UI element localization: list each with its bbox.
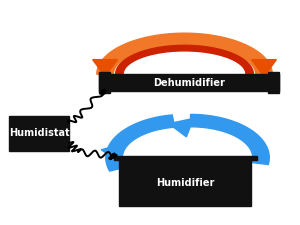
Polygon shape (252, 60, 276, 76)
Bar (9, 116, 69, 151)
Polygon shape (97, 33, 272, 74)
Bar (114, 156, 256, 160)
Bar (99, 72, 110, 93)
Polygon shape (190, 115, 269, 164)
Bar (118, 159, 250, 206)
Polygon shape (116, 45, 254, 79)
Text: Dehumidifier: Dehumidifier (153, 78, 225, 88)
Polygon shape (101, 143, 124, 162)
Polygon shape (169, 118, 194, 137)
Bar (268, 72, 279, 93)
Text: Humidistat: Humidistat (9, 128, 69, 138)
Polygon shape (93, 60, 117, 76)
Polygon shape (106, 115, 175, 171)
Bar (99, 74, 279, 91)
Text: Humidifier: Humidifier (156, 178, 214, 188)
